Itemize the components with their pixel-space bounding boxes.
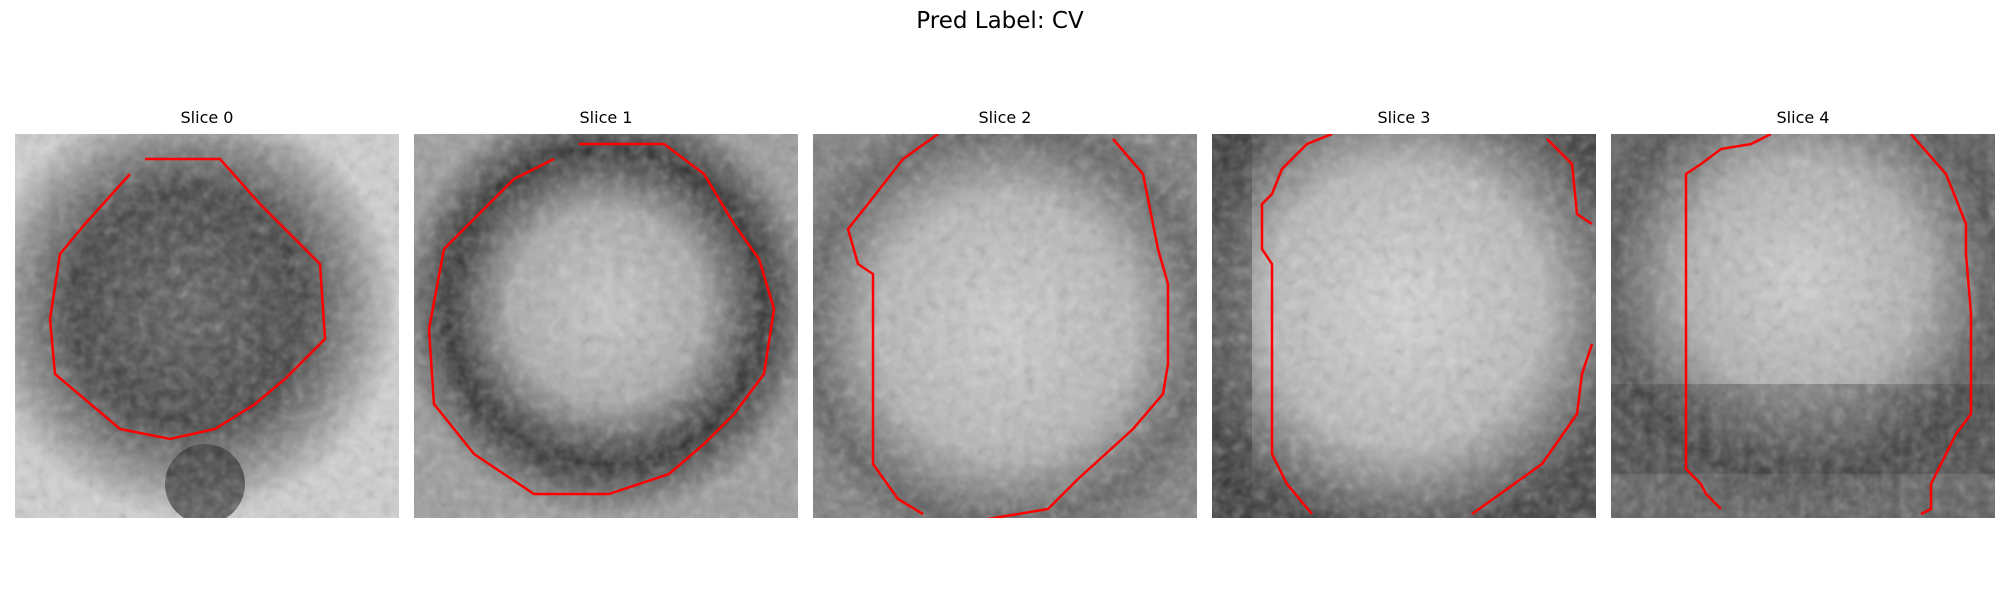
slice-image-1 [414, 134, 798, 518]
slice-title-0: Slice 0 [180, 108, 234, 127]
slice-panel-0: Slice 0 [15, 108, 399, 518]
contour-1 [427, 142, 776, 496]
slice-title-2: Slice 2 [978, 108, 1032, 127]
slice-image-2 [813, 134, 1197, 518]
slice-title-3: Slice 3 [1377, 108, 1431, 127]
contour-2b [987, 138, 1170, 518]
contour-4b [1910, 134, 1973, 516]
slice-panel-3: Slice 3 [1212, 108, 1596, 518]
contour-0 [48, 157, 327, 441]
contour-3c [1471, 343, 1594, 516]
slice-image-4 [1611, 134, 1995, 518]
slice-title-4: Slice 4 [1776, 108, 1830, 127]
contour-3b [1546, 138, 1593, 226]
slice-image-0 [15, 134, 399, 518]
contour-4a [1684, 134, 1772, 510]
slice-panel-2: Slice 2 [813, 108, 1197, 518]
slice-image-3 [1212, 134, 1596, 518]
figure-title: Pred Label: CV [916, 8, 1084, 34]
slice-panel-4: Slice 4 [1611, 108, 1995, 518]
slice-panel-1: Slice 1 [414, 108, 798, 518]
contour-3a [1260, 134, 1333, 515]
slice-title-1: Slice 1 [579, 108, 633, 127]
contour-2a [846, 134, 939, 516]
